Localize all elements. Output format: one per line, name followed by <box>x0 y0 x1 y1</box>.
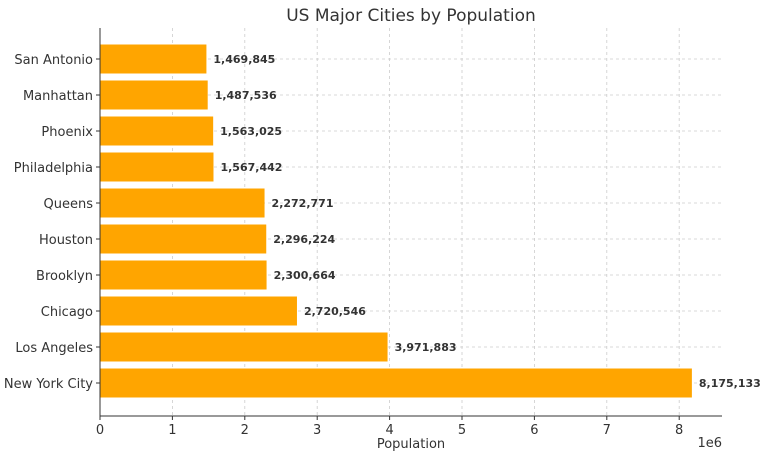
bar <box>100 44 207 74</box>
bar <box>100 224 267 254</box>
bar <box>100 332 388 362</box>
x-axis-offset-label: 1e6 <box>697 436 722 451</box>
bar <box>100 260 267 290</box>
bar <box>100 368 692 398</box>
data-label: 2,720,546 <box>304 305 366 318</box>
data-label: 1,487,536 <box>215 89 277 102</box>
y-tick-label: Los Angeles <box>15 341 93 356</box>
data-label: 8,175,133 <box>699 377 761 390</box>
x-tick-label: 8 <box>675 423 683 438</box>
y-tick-label: Philadelphia <box>14 161 93 176</box>
chart-title: US Major Cities by Population <box>286 6 536 26</box>
x-tick-label: 6 <box>530 423 538 438</box>
y-tick-label: New York City <box>4 377 93 392</box>
data-label: 1,567,442 <box>220 161 282 174</box>
y-tick-label: Queens <box>44 197 94 212</box>
x-tick-label: 3 <box>313 423 321 438</box>
y-tick-label: Houston <box>39 233 93 248</box>
x-tick-label: 7 <box>603 423 611 438</box>
data-label: 3,971,883 <box>395 341 457 354</box>
x-tick-label: 2 <box>241 423 249 438</box>
bar <box>100 152 214 182</box>
bar <box>100 296 297 326</box>
data-label: 2,300,664 <box>274 269 336 282</box>
x-tick-label: 5 <box>458 423 466 438</box>
bar <box>100 188 265 218</box>
y-tick-label: San Antonio <box>14 53 93 68</box>
x-tick-label: 1 <box>168 423 176 438</box>
data-label: 2,272,771 <box>272 197 334 210</box>
x-tick-label: 0 <box>96 423 104 438</box>
bar <box>100 80 208 110</box>
y-tick-label: Phoenix <box>41 125 93 140</box>
data-label: 1,563,025 <box>220 125 282 138</box>
y-tick-label: Manhattan <box>23 89 93 104</box>
data-label: 2,296,224 <box>273 233 335 246</box>
data-label: 1,469,845 <box>213 53 275 66</box>
x-tick-label: 4 <box>385 423 393 438</box>
y-tick-label: Chicago <box>41 305 93 320</box>
y-tick-label: Brooklyn <box>36 269 93 284</box>
x-axis-label: Population <box>377 437 445 452</box>
bar <box>100 116 214 146</box>
